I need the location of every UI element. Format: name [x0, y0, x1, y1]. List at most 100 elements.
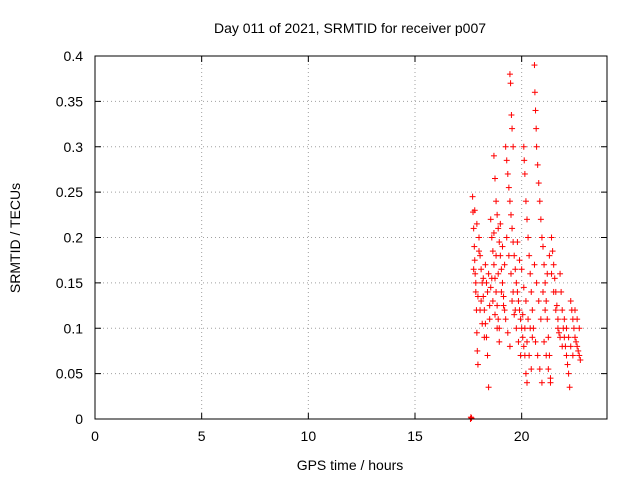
data-point: [496, 239, 503, 246]
chart-title: Day 011 of 2021, SRMTID for receiver p00…: [214, 20, 486, 36]
data-point: [534, 352, 541, 359]
data-point: [502, 143, 509, 150]
data-point: [574, 343, 581, 350]
data-point: [533, 143, 540, 150]
data-point: [499, 243, 506, 250]
data-point: [544, 316, 551, 323]
data-point: [502, 316, 509, 323]
data-point: [498, 266, 505, 273]
data-point: [565, 334, 572, 341]
data-point: [540, 243, 546, 250]
data-point: [532, 107, 539, 114]
data-point: [538, 379, 545, 386]
data-point: [495, 316, 502, 323]
x-tick-label: 0: [91, 428, 99, 444]
data-point: [474, 293, 481, 300]
data-point: [509, 125, 516, 132]
data-point: [531, 261, 538, 268]
data-point: [535, 180, 542, 187]
data-point: [566, 384, 573, 391]
data-point: [549, 248, 556, 255]
data-point: [536, 198, 543, 205]
data-point: [487, 216, 494, 223]
data-point: [531, 62, 538, 69]
y-tick-label: 0.35: [56, 93, 83, 109]
data-point: [478, 298, 485, 305]
data-point: [480, 275, 487, 282]
data-point: [559, 307, 566, 314]
data-point: [488, 234, 495, 241]
data-point: [521, 325, 528, 332]
data-point: [528, 366, 535, 373]
data-point: [525, 316, 532, 323]
data-point: [525, 234, 532, 241]
data-point: [506, 71, 513, 78]
data-point: [492, 311, 498, 318]
plot-frame: [94, 55, 608, 420]
data-point: [557, 270, 564, 277]
data-point: [519, 334, 526, 341]
data-point: [521, 157, 528, 164]
data-point: [517, 316, 524, 323]
data-point: [530, 325, 537, 332]
data-point: [542, 279, 549, 286]
data-point: [532, 338, 539, 345]
data-point: [551, 275, 558, 282]
data-point: [515, 298, 522, 305]
y-tick-label: 0.3: [64, 139, 84, 155]
data-point: [513, 325, 520, 332]
data-point: [503, 157, 510, 164]
data-point: [564, 361, 571, 368]
data-point: [526, 352, 533, 359]
data-point: [537, 216, 544, 223]
data-point: [531, 89, 538, 96]
data-point: [577, 357, 584, 364]
data-point: [536, 366, 543, 373]
data-point: [504, 329, 511, 336]
y-tick-label: 0.25: [56, 184, 83, 200]
data-point: [514, 239, 521, 246]
data-point: [468, 415, 475, 422]
data-point: [493, 198, 500, 205]
data-point: [557, 334, 564, 341]
data-point: [470, 225, 477, 232]
y-tick-label: 0.2: [64, 230, 84, 246]
data-point: [548, 270, 555, 277]
data-point: [563, 325, 570, 332]
data-point: [550, 288, 557, 295]
data-point: [548, 234, 555, 241]
data-point: [506, 343, 513, 350]
data-point: [493, 288, 500, 295]
data-point: [494, 211, 501, 218]
data-point: [498, 288, 505, 295]
data-point: [495, 270, 502, 277]
data-point: [503, 234, 510, 241]
y-axis-title: SRMTID / TECUs: [7, 183, 23, 293]
data-point: [486, 316, 493, 323]
data-point: [553, 302, 560, 309]
data-point: [565, 370, 572, 377]
data-point: [479, 320, 486, 327]
data-point: [486, 302, 493, 309]
data-point: [522, 198, 529, 205]
data-point: [501, 307, 508, 314]
data-point: [512, 307, 519, 314]
data-point: [481, 334, 488, 341]
data-point: [534, 161, 541, 168]
data-point: [543, 298, 550, 305]
data-point: [552, 307, 559, 314]
data-point: [508, 270, 514, 277]
data-point: [513, 279, 520, 286]
data-point: [576, 352, 583, 359]
data-point: [508, 211, 514, 218]
data-point: [535, 298, 542, 305]
x-axis-title: GPS time / hours: [297, 457, 404, 473]
data-point: [493, 252, 500, 259]
data-point: [478, 266, 485, 273]
data-point: [480, 293, 487, 300]
data-point: [489, 248, 496, 255]
data-point: [520, 284, 527, 291]
data-point: [529, 307, 536, 314]
y-tick-label: 0.05: [56, 366, 83, 382]
data-point: [545, 366, 552, 373]
